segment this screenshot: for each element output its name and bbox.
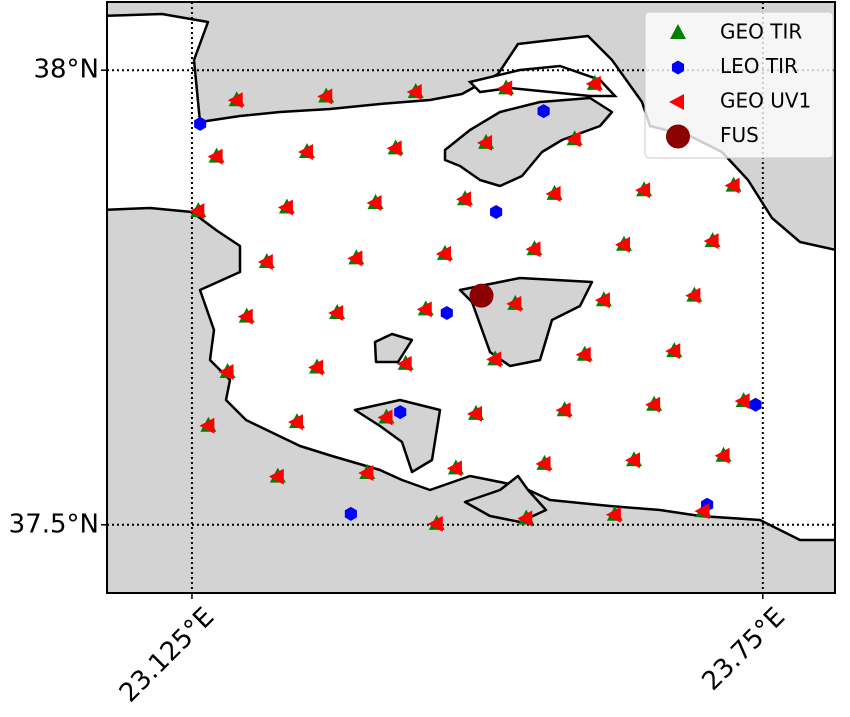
series [194,104,762,521]
marker-triangle-left [605,506,621,523]
marker-triangle-left [227,92,243,109]
legend-label: GEO TIR [720,20,802,44]
marker-triangle-left [714,447,730,464]
marker-triangle-left [535,455,551,472]
marker-triangle-left [545,185,561,202]
marker-triangle-left [386,140,402,157]
marker-hexagon [537,104,550,119]
marker-hexagon [490,205,503,220]
marker-fus [469,283,494,308]
marker-triangle-left [467,405,483,422]
marker-triangle-left [277,199,293,216]
island-aegina [458,276,594,368]
marker-triangle-left [237,308,253,325]
plot-frame [106,1,836,594]
marker-triangle-left [669,94,684,110]
island-angistri [353,398,442,474]
marker-triangle-left [555,402,571,419]
marker-triangle-left [477,134,493,151]
marker-triangle-left [575,346,591,363]
marker-triangle-left [635,182,651,199]
marker-triangle-left [366,194,382,211]
y-tick-label: 38°N [33,55,99,85]
marker-hexagon [344,506,357,521]
legend-label: LEO TIR [720,54,798,78]
marker-hexagon [749,397,762,412]
marker-triangle-left [347,250,363,267]
marker-hexagon [440,305,453,320]
marker-triangle-left [594,292,610,309]
marker-hexagon [671,60,685,75]
marker-triangle-left [435,245,451,262]
marker-triangle-left [565,131,581,148]
marker-triangle-left [665,343,681,360]
marker-triangle-left [396,355,412,372]
legend-label: GEO UV1 [720,89,811,113]
marker-triangle-left [625,452,641,469]
marker-triangle-left [317,88,333,105]
marker-triangle-left [486,351,502,368]
marker-hexagon [194,116,207,131]
marker-triangle-left [724,177,740,194]
marker-triangle-left [645,396,661,413]
marker-triangle-left [308,359,324,376]
marker-triangle-left [199,417,215,434]
marker-triangle-left [685,287,701,304]
marker-triangle-left [614,236,630,253]
marker-triangle-left [189,203,205,220]
series [189,75,750,532]
marker-triangle-left [703,233,719,250]
marker-triangle-left [585,75,601,92]
marker-triangle-left [287,414,303,431]
marker-triangle-left [456,191,472,208]
islet [373,332,414,364]
marker-triangle-left [257,254,273,271]
marker-triangle-left [416,301,432,318]
marker-triangle-left [358,464,374,481]
marker-triangle-left [517,510,533,527]
marker-triangle-left [497,80,513,97]
legend-box [644,11,834,159]
marker-triangle-left [734,393,750,410]
marker-triangle-left [694,503,710,520]
marker-triangle-left [525,241,541,258]
marks [189,74,762,532]
y-tick-label: 37.5°N [9,509,99,539]
x-tick-label: 23.75°E [696,602,791,697]
series [469,283,494,308]
marker-triangle-left [406,84,422,101]
marker-triangle-left [268,468,284,485]
legend-label: FUS [720,123,759,147]
marker-triangle-left [298,144,314,161]
marker-triangle-left [506,295,522,312]
land-west-south [107,206,835,593]
marker-triangle-up [670,24,686,39]
marker-triangle-left [377,409,393,426]
marker-triangle-left [427,515,443,532]
island-salamis [443,96,614,188]
marker-triangle-left [218,364,234,381]
marker-triangle-left [207,148,223,165]
marker-triangle-left [328,304,344,321]
marker-hexagon [394,405,407,420]
marker-fus [666,124,690,149]
x-tick-label: 23.125°E [114,602,220,708]
legend: GEO TIR LEO TIR GEO UV1 FUS [644,11,834,159]
marker-triangle-left [446,460,462,477]
